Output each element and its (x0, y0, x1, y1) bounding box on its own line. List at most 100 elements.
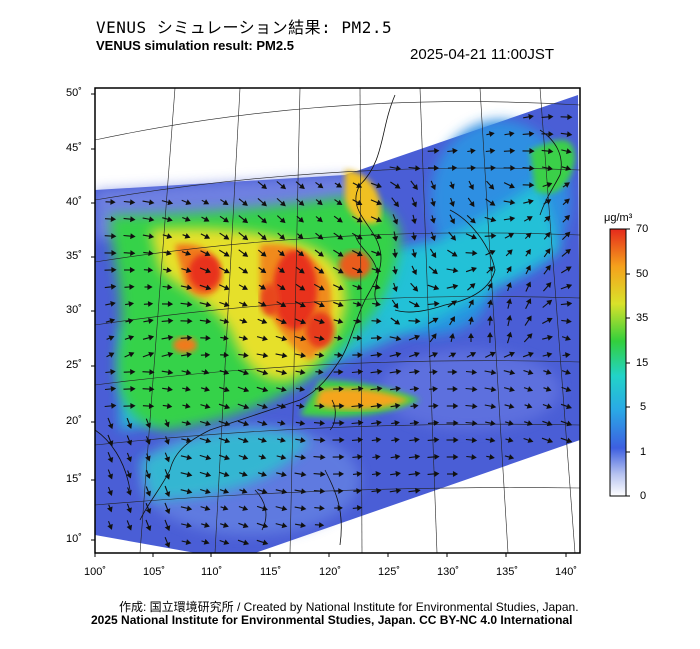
wind-arrowhead (127, 318, 134, 324)
title-japanese: VENUS シミュレーション結果: PM2.5 (96, 18, 393, 37)
wind-arrowhead (509, 199, 516, 206)
colorbar-unit: μg/m³ (604, 212, 633, 224)
wind-arrowhead (509, 386, 515, 393)
wind-arrowhead (224, 420, 231, 427)
lon-tick-label: 100˚ (84, 566, 107, 578)
wind-arrowhead (566, 283, 573, 290)
wind-arrowhead (376, 318, 382, 325)
wind-arrowhead (392, 252, 398, 259)
wind-arrowhead (223, 268, 230, 274)
wind-arrowhead (490, 165, 496, 171)
wind-arrowhead (261, 318, 268, 324)
wind-arrowhead (205, 437, 212, 444)
wind-arrowhead (357, 453, 363, 460)
wind-arrowhead (280, 403, 287, 409)
wind-arrowhead (299, 420, 306, 426)
wind-arrowhead (205, 420, 211, 427)
wind-arrowhead (337, 301, 344, 308)
wind-arrowhead (279, 284, 286, 291)
wind-arrowhead (149, 386, 155, 393)
wind-arrowhead (223, 386, 230, 393)
wind-arrowhead (222, 217, 229, 223)
wind-arrowhead (395, 385, 401, 392)
wind-arrowhead (526, 216, 533, 222)
wind-arrowhead (262, 403, 268, 410)
wind-arrowhead (126, 507, 132, 514)
wind-arrowhead (281, 352, 288, 359)
wind-arrowhead (243, 420, 250, 427)
wind-arrowhead (242, 234, 249, 241)
wind-arrowhead (262, 539, 269, 546)
wind-arrowhead (469, 283, 476, 289)
wind-arrowhead (468, 299, 474, 306)
wind-arrowhead (434, 300, 440, 307)
wind-arrowhead (148, 233, 155, 240)
lat-tick-label: 15˚ (66, 473, 82, 485)
wind-arrowhead (449, 201, 455, 207)
wind-arrowhead (203, 539, 210, 545)
lat-tick-label: 50˚ (66, 87, 82, 99)
wind-arrowhead (506, 314, 513, 321)
wind-arrowhead (126, 456, 132, 463)
wind-arrowhead (278, 250, 285, 257)
wind-arrowhead (339, 454, 345, 460)
wind-arrowhead (261, 217, 267, 224)
wind-arrowhead (185, 250, 192, 256)
wind-arrowhead (491, 232, 497, 239)
wind-arrowhead (490, 386, 497, 393)
wind-arrowhead (223, 318, 230, 324)
wind-arrowhead (241, 488, 248, 494)
wind-arrowhead (356, 471, 363, 477)
lat-tick-label: 25˚ (66, 359, 82, 371)
wind-arrowhead (164, 438, 170, 445)
wind-arrowhead (223, 352, 230, 358)
wind-arrowhead (358, 419, 364, 426)
wind-arrowhead (148, 334, 155, 341)
wind-arrowhead (110, 369, 116, 375)
wind-arrowhead (548, 131, 554, 138)
wind-arrowhead (452, 369, 458, 375)
wind-arrowhead (489, 351, 496, 358)
wind-arrowhead (126, 489, 132, 496)
wind-arrowhead (376, 402, 383, 409)
wind-arrowhead (547, 437, 554, 444)
wind-arrowhead (430, 201, 436, 207)
lon-tick-label: 120˚ (319, 566, 342, 578)
wind-arrowhead (317, 182, 324, 189)
wind-arrowhead (281, 505, 288, 512)
wind-arrowhead (223, 284, 230, 291)
wind-arrowhead (392, 235, 399, 242)
wind-arrowhead (111, 250, 117, 256)
wind-arrowhead (260, 251, 267, 257)
wind-arrowhead (242, 217, 249, 224)
wind-arrowhead (395, 165, 402, 172)
wind-arrowhead (488, 183, 495, 190)
wind-arrowhead (394, 183, 401, 189)
wind-arrowhead (319, 403, 325, 410)
wind-arrowhead (223, 471, 230, 478)
wind-arrowhead (529, 148, 535, 154)
wind-arrowhead (186, 351, 192, 358)
wind-arrowhead (145, 473, 151, 479)
wind-arrowhead (242, 505, 249, 511)
wind-arrowhead (185, 386, 191, 392)
wind-arrowhead (509, 369, 516, 376)
wind-arrowhead (164, 508, 171, 515)
wind-arrowhead (319, 335, 325, 342)
wind-arrowhead (546, 182, 553, 188)
wind-arrowhead (357, 436, 364, 443)
wind-arrowhead (242, 268, 249, 274)
wind-arrowhead (300, 505, 307, 512)
axis-ticks (91, 93, 567, 557)
wind-arrowhead (145, 525, 152, 532)
wind-arrowhead (242, 251, 249, 257)
wind-arrowhead (356, 267, 363, 274)
wind-arrowhead (186, 522, 192, 529)
wind-arrowhead (223, 335, 229, 341)
wind-arrowhead (338, 369, 344, 375)
wind-arrowhead (281, 471, 287, 478)
wind-arrowhead (414, 369, 420, 375)
wind-arrowhead (394, 437, 400, 443)
wind-arrowhead (472, 403, 478, 410)
wind-arrowhead (339, 420, 345, 426)
